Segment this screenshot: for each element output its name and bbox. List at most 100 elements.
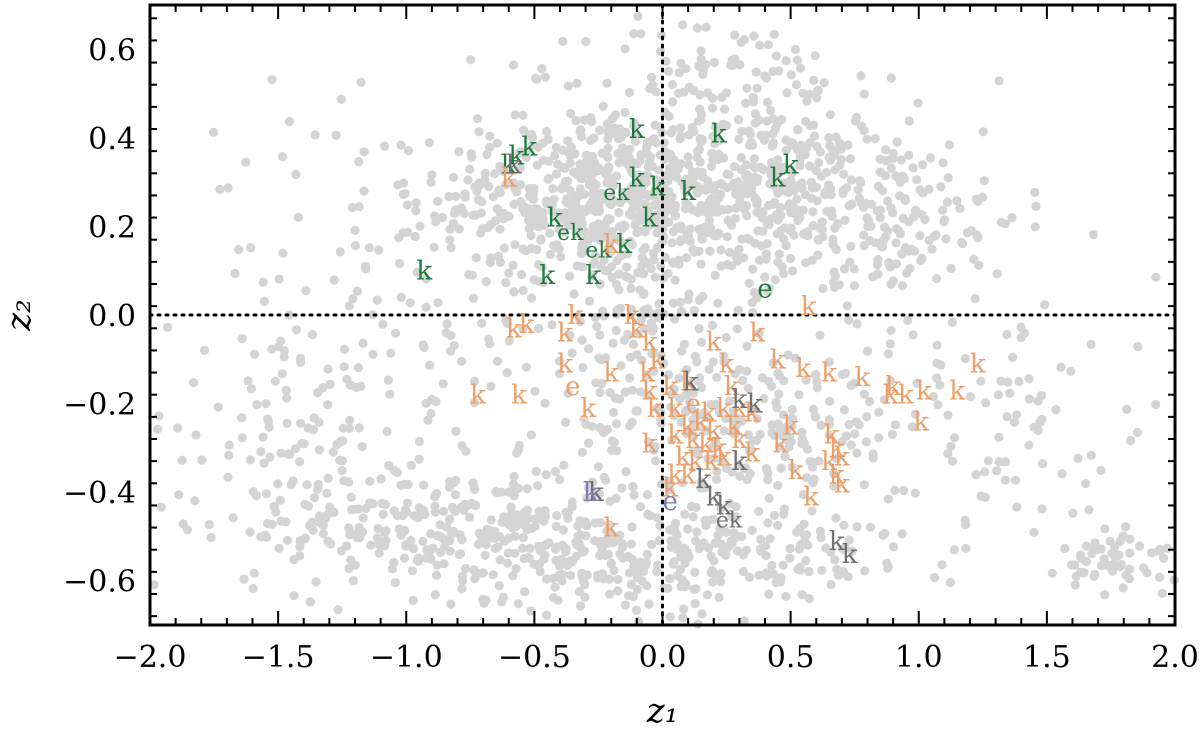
- background-point: [664, 66, 674, 76]
- background-point: [447, 502, 458, 512]
- background-point: [414, 454, 424, 464]
- labeled-point-green: k: [711, 119, 727, 149]
- background-point: [1090, 569, 1100, 580]
- background-point: [509, 471, 519, 481]
- background-point: [364, 243, 374, 253]
- background-point: [730, 533, 740, 543]
- background-point: [788, 414, 798, 424]
- labeled-point-purple: k: [583, 478, 599, 508]
- background-point: [731, 512, 741, 522]
- background-point: [318, 529, 328, 539]
- labeled-point-orange: k: [624, 301, 640, 331]
- background-point: [384, 460, 394, 471]
- background-point: [650, 272, 660, 282]
- background-point: [659, 138, 669, 148]
- background-point: [683, 160, 694, 170]
- background-point: [289, 555, 299, 565]
- labeled-point-orange: k: [568, 301, 584, 331]
- background-point: [771, 397, 781, 407]
- background-point: [457, 584, 467, 594]
- background-point: [815, 147, 826, 157]
- background-point: [802, 96, 812, 106]
- labeled-point-orange: k: [749, 319, 765, 349]
- background-point: [1024, 440, 1034, 450]
- background-point: [690, 567, 700, 578]
- background-point: [492, 487, 502, 498]
- background-point: [1142, 568, 1152, 578]
- labeled-point-orange: k: [667, 394, 683, 424]
- background-point: [745, 572, 755, 582]
- background-point: [282, 418, 292, 428]
- background-point: [603, 162, 614, 172]
- background-point: [543, 134, 553, 144]
- background-point: [712, 466, 722, 477]
- background-point: [1037, 504, 1047, 514]
- background-point: [839, 264, 850, 274]
- background-point: [675, 394, 685, 404]
- background-point: [705, 183, 715, 193]
- background-point: [943, 410, 953, 420]
- background-point: [499, 214, 509, 224]
- labeled-point-green: k: [629, 164, 645, 194]
- background-point: [633, 329, 643, 339]
- background-point: [547, 200, 557, 210]
- background-point: [883, 349, 894, 359]
- background-point: [552, 243, 562, 253]
- background-point: [521, 362, 532, 372]
- background-point: [732, 420, 742, 430]
- background-point: [348, 576, 358, 586]
- background-point: [752, 83, 762, 93]
- background-point: [1012, 502, 1022, 512]
- background-point: [623, 551, 633, 562]
- labeled-point-orange: k: [662, 372, 678, 402]
- background-point: [886, 376, 896, 386]
- background-point: [902, 268, 912, 278]
- background-point: [412, 267, 422, 277]
- background-point: [665, 574, 675, 584]
- y-tick-label: −0.2: [63, 388, 136, 423]
- background-point: [637, 576, 647, 586]
- background-point: [555, 475, 565, 485]
- background-point: [509, 199, 519, 209]
- background-point: [846, 380, 856, 391]
- background-point: [938, 158, 948, 168]
- background-point: [911, 205, 921, 215]
- background-point: [955, 203, 965, 213]
- background-point: [442, 522, 452, 532]
- background-point: [267, 519, 277, 530]
- background-point: [582, 521, 592, 531]
- background-point: [860, 566, 870, 576]
- labeled-point-orange: k: [803, 483, 819, 513]
- background-point: [421, 398, 431, 408]
- background-point: [640, 227, 650, 237]
- background-point: [474, 127, 484, 137]
- background-point: [542, 574, 552, 584]
- background-point: [992, 466, 1002, 476]
- labeled-point-green: k: [629, 115, 645, 145]
- background-point: [714, 592, 724, 603]
- background-point: [598, 101, 608, 111]
- labeled-point-orange: k: [701, 398, 717, 428]
- background-point: [768, 358, 778, 368]
- background-point: [544, 156, 554, 166]
- background-point: [149, 580, 159, 590]
- background-point: [859, 241, 869, 251]
- background-point: [813, 85, 824, 96]
- background-point: [846, 440, 856, 450]
- background-point: [689, 305, 699, 316]
- background-point: [818, 232, 828, 242]
- background-point: [344, 301, 354, 311]
- background-point: [345, 415, 355, 425]
- background-point: [899, 485, 909, 496]
- background-point: [778, 560, 788, 570]
- background-point: [403, 479, 413, 489]
- background-point: [806, 177, 816, 187]
- background-point: [645, 511, 655, 521]
- labeled-point-orange: e: [565, 372, 580, 402]
- background-point: [544, 538, 554, 548]
- background-point: [728, 406, 738, 416]
- background-point: [565, 330, 575, 340]
- background-point: [973, 196, 983, 206]
- background-point: [582, 493, 592, 503]
- background-point: [331, 130, 341, 140]
